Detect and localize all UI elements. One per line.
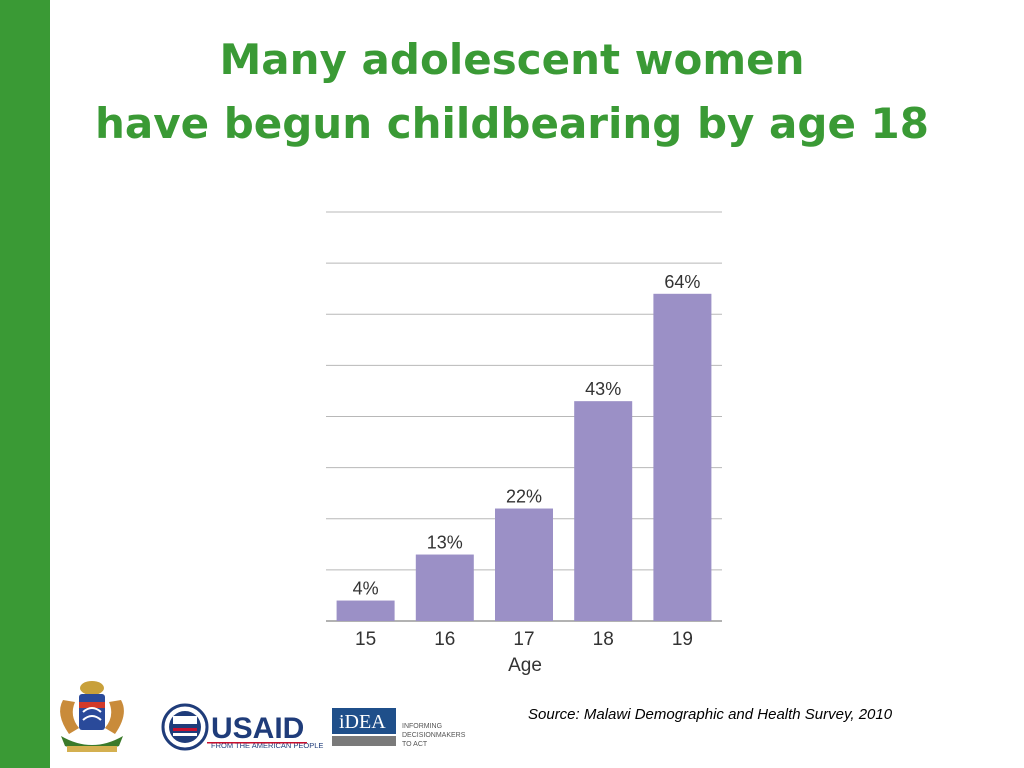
title-line-1: Many adolescent women [219,35,805,84]
idea-line-3: TO ACT [402,741,428,748]
chart-bars [336,293,712,621]
idea-logo: iDEA INFORMING DECISIONMAKERS TO ACT [332,708,466,748]
data-label-age-19: 64% [664,272,700,292]
sponsor-logos: USAID FROM THE AMERICAN PEOPLE iDEA INFO… [60,681,466,752]
idea-wordmark: iDEA [339,711,386,733]
title-line-2: have begun childbearing by age 18 [94,99,930,148]
data-label-age-18: 43% [585,379,621,399]
x-tick-label-18: 18 [593,629,614,650]
accent-side-bar [0,0,50,768]
malawi-coat-of-arms-logo [60,681,124,752]
chart-labels: 4% 15 13% 16 22% 17 43% 18 64% 19 [353,272,701,650]
bar-age-17 [495,508,553,621]
data-label-age-17: 22% [506,487,542,507]
usaid-tagline: FROM THE AMERICAN PEOPLE [211,741,323,750]
source-citation: Source: Malawi Demographic and Health Su… [528,706,893,723]
slide-title: Many adolescent women have begun childbe… [60,28,964,156]
x-tick-label-16: 16 [434,629,455,650]
idea-line-1: INFORMING [402,723,442,730]
x-axis-label: Age [508,655,542,676]
bar-age-18 [574,401,633,621]
usaid-wordmark: USAID [211,712,304,745]
bar-age-15 [336,600,395,621]
usaid-seal-logo [161,703,209,751]
data-label-age-16: 13% [427,533,463,553]
data-label-age-15: 4% [353,579,379,599]
bar-age-16 [415,554,474,621]
idea-line-2: DECISIONMAKERS [402,732,466,739]
x-tick-label-17: 17 [513,629,534,650]
bar-age-19 [653,293,712,621]
bar-chart: 4% 15 13% 16 22% 17 43% 18 64% 19 Age [326,211,722,676]
x-tick-label-15: 15 [355,629,376,650]
x-tick-label-19: 19 [672,629,693,650]
